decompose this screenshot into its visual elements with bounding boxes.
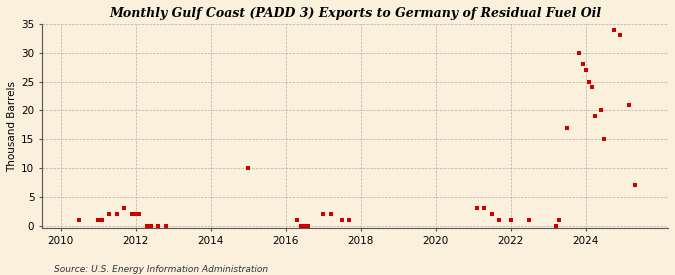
Point [243,166,254,170]
Point [104,212,115,216]
Point [318,212,329,216]
Point [596,108,607,112]
Point [630,183,641,187]
Point [580,68,591,72]
Y-axis label: Thousand Barrels: Thousand Barrels [7,81,17,172]
Point [574,51,585,55]
Point [295,223,306,228]
Point [562,125,572,130]
Point [127,212,138,216]
Point [299,223,310,228]
Point [479,206,490,210]
Point [153,223,163,228]
Text: Source: U.S. Energy Information Administration: Source: U.S. Energy Information Administ… [54,265,268,274]
Point [74,218,85,222]
Point [550,223,561,228]
Point [344,218,355,222]
Point [554,218,565,222]
Point [119,206,130,210]
Point [142,223,153,228]
Point [292,218,302,222]
Point [97,218,107,222]
Point [608,28,619,32]
Point [134,212,145,216]
Point [587,85,597,89]
Point [624,102,635,107]
Title: Monthly Gulf Coast (PADD 3) Exports to Germany of Residual Fuel Oil: Monthly Gulf Coast (PADD 3) Exports to G… [109,7,601,20]
Point [583,79,594,84]
Point [615,33,626,38]
Point [325,212,336,216]
Point [303,223,314,228]
Point [337,218,348,222]
Point [505,218,516,222]
Point [130,212,141,216]
Point [494,218,505,222]
Point [589,114,600,118]
Point [599,137,610,141]
Point [111,212,122,216]
Point [487,212,497,216]
Point [93,218,104,222]
Point [471,206,482,210]
Point [145,223,156,228]
Point [577,62,588,67]
Point [524,218,535,222]
Point [160,223,171,228]
